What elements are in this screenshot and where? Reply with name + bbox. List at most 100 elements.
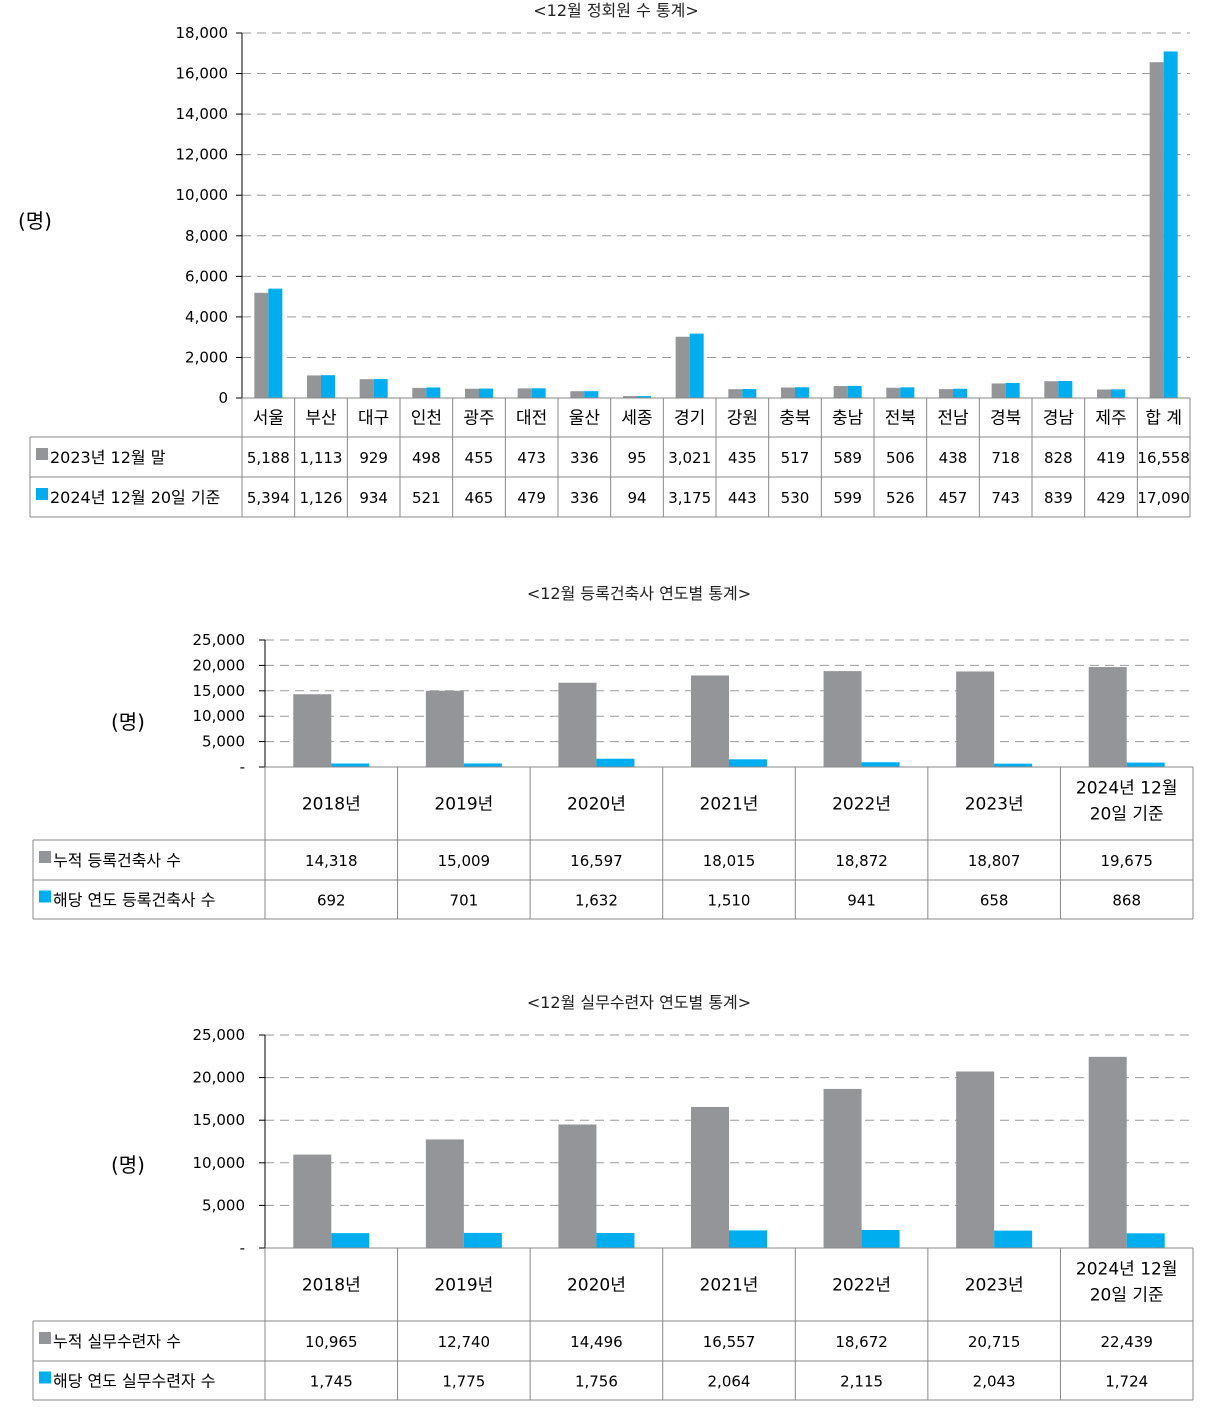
bar-gray <box>412 387 427 398</box>
bar-blue <box>861 1229 900 1248</box>
bar-gray <box>675 336 690 398</box>
y-tick-label: 10,000 <box>193 707 246 725</box>
chart-2: <12월 등록건축사 연도별 통계> (명) - 5,000 10,000 15,000 2… <box>32 584 1194 920</box>
y-tick-label: 10,000 <box>176 186 229 204</box>
legend-swatch <box>39 890 51 903</box>
data-value: 419 <box>1097 449 1126 467</box>
data-value: 506 <box>886 449 915 467</box>
category-label: 2018년 <box>302 1276 361 1296</box>
category-label: 제주 <box>1095 409 1126 429</box>
y-tick-label: 10,000 <box>193 1154 246 1172</box>
data-value: 1,126 <box>300 489 343 507</box>
y-tick-label: 14,000 <box>176 105 229 123</box>
y-tick-label: - <box>240 758 245 776</box>
bar-gray <box>1088 1056 1127 1248</box>
data-value: 526 <box>886 489 915 507</box>
data-value: 429 <box>1097 489 1126 507</box>
data-value: 1,724 <box>1105 1373 1148 1391</box>
chart-1: <12월 정회원 수 통계> (명) 0 2,000 4,000 6,000 8,000 10… <box>18 1 1191 518</box>
chart-3: <12월 실무수련자 연도별 통계> (명) - 5,000 10,000 15,000 2… <box>32 993 1194 1401</box>
y-tick-label: 16,000 <box>176 65 229 83</box>
y-tick-label: 0 <box>218 389 228 407</box>
category-label: 강원 <box>727 409 758 429</box>
category-label: 2024년 12월 20일 기준 <box>1076 779 1178 825</box>
data-value: 1,745 <box>310 1373 353 1391</box>
y-tick-label: 20,000 <box>193 1069 246 1087</box>
data-value: 743 <box>991 489 1020 507</box>
data-value: 839 <box>1044 489 1073 507</box>
chart-title: <12월 정회원 수 통계> <box>533 1 698 20</box>
data-value: 14,496 <box>570 1333 623 1351</box>
data-value: 336 <box>570 449 599 467</box>
bar-blue <box>584 391 599 398</box>
y-tick-label: 12,000 <box>176 146 229 164</box>
bar-blue <box>900 387 915 398</box>
data-value: 5,188 <box>247 449 290 467</box>
bar-gray <box>293 694 332 767</box>
bar-blue <box>994 763 1033 767</box>
bar-gray <box>1088 667 1127 767</box>
bar-blue <box>953 388 967 398</box>
legend-swatch <box>39 1371 51 1384</box>
bar-blue <box>479 388 493 398</box>
data-value: 658 <box>980 892 1009 910</box>
data-value: 1,632 <box>575 892 618 910</box>
bar-gray <box>691 1106 729 1248</box>
data-value: 17,090 <box>1137 489 1190 507</box>
data-value: 1,756 <box>575 1373 618 1391</box>
data-value: 929 <box>359 449 388 467</box>
bar-blue <box>331 1233 370 1248</box>
data-value: 18,672 <box>835 1333 888 1351</box>
legend-swatch <box>36 448 48 460</box>
bar-blue <box>637 396 651 398</box>
data-value: 521 <box>412 489 441 507</box>
data-value: 16,558 <box>1137 449 1190 467</box>
y-tick-label: 25,000 <box>193 1026 246 1044</box>
legend-swatch <box>39 1332 51 1344</box>
bar-gray <box>691 675 729 767</box>
bar-gray <box>558 1124 597 1248</box>
bar-gray <box>1097 389 1111 398</box>
y-tick-label: - <box>240 1239 245 1257</box>
legend-label: 누적 실무수련자 수 <box>53 1332 181 1351</box>
category-label: 부산 <box>305 409 337 429</box>
category-label: 경기 <box>674 409 705 429</box>
category-label: 충남 <box>832 409 864 429</box>
y-tick-label: 6,000 <box>185 267 228 285</box>
category-label: 충북 <box>779 409 810 429</box>
legend-label: 2024년 12월 20일 기준 <box>50 488 220 507</box>
data-value: 18,015 <box>703 852 756 870</box>
y-tick-label: 5,000 <box>202 1196 245 1214</box>
bar-blue <box>1005 382 1020 398</box>
y-tick-label: 20,000 <box>193 656 246 674</box>
bar-blue <box>861 762 900 767</box>
data-value: 2,064 <box>708 1373 751 1391</box>
data-value: 1,775 <box>442 1373 485 1391</box>
category-label: 2022년 <box>832 795 891 815</box>
legend-label: 해당 연도 등록건축사 수 <box>53 891 215 910</box>
bar-blue <box>1126 1233 1165 1248</box>
legend-swatch <box>39 851 51 863</box>
bar-blue <box>373 379 388 398</box>
category-label: 대구 <box>358 409 389 429</box>
bar-gray <box>886 387 901 398</box>
bar-blue <box>596 1233 635 1248</box>
data-value: 530 <box>781 489 810 507</box>
chart-title: <12월 실무수련자 연도별 통계> <box>527 993 751 1012</box>
data-value: 589 <box>833 449 862 467</box>
data-value: 868 <box>1112 892 1141 910</box>
category-label: 2023년 <box>965 795 1024 815</box>
bar-blue <box>729 759 767 767</box>
legend-label: 2023년 12월 말 <box>50 448 166 467</box>
category-label: 2022년 <box>832 1276 891 1296</box>
bar-blue <box>331 763 370 767</box>
bar-gray <box>823 1088 862 1248</box>
bar-blue <box>463 763 502 767</box>
data-value: 941 <box>847 892 876 910</box>
bar-gray <box>623 396 637 398</box>
bar-blue <box>847 385 862 398</box>
bar-blue <box>426 387 441 398</box>
data-value: 2,043 <box>973 1373 1016 1391</box>
y-tick-label: 15,000 <box>193 1111 246 1129</box>
